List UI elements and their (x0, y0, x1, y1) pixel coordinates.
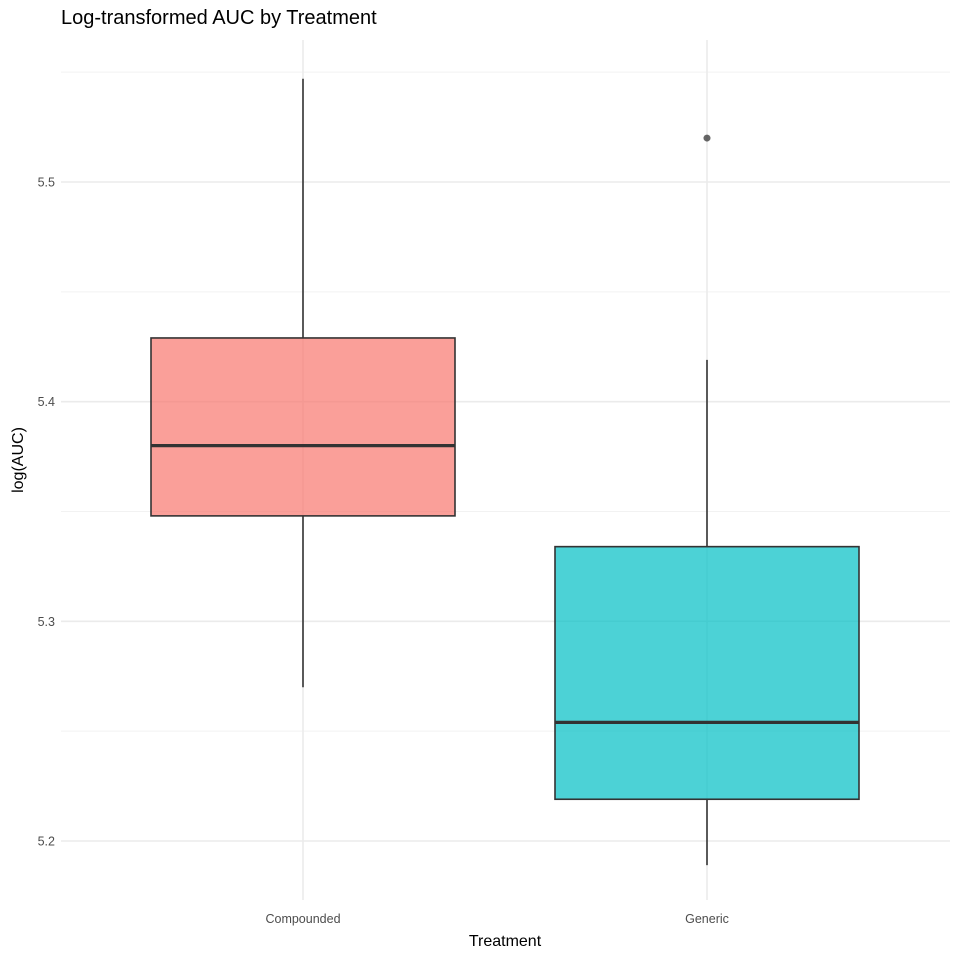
x-tick-label: Generic (685, 912, 729, 926)
chart-title: Log-transformed AUC by Treatment (61, 7, 377, 29)
y-tick-label: 5.3 (38, 615, 55, 629)
x-tick-label: Compounded (265, 912, 340, 926)
box-iqr (150, 337, 456, 517)
outlier-point (703, 134, 711, 142)
box-compounded (150, 78, 456, 688)
y-axis-label: log(AUC) (10, 427, 27, 493)
tick-labels: 5.2 5.3 5.4 5.5 Compounded Generic (38, 176, 729, 927)
box-iqr (554, 545, 860, 801)
y-tick-label: 5.5 (38, 176, 55, 190)
box-series (150, 78, 860, 866)
box-generic (554, 134, 860, 866)
x-axis-label: Treatment (469, 933, 542, 950)
y-tick-label: 5.4 (38, 395, 55, 409)
y-tick-label: 5.2 (38, 835, 55, 849)
